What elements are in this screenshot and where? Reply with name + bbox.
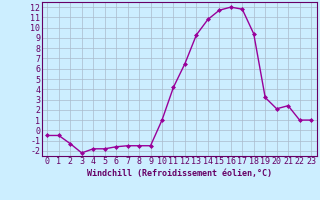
- X-axis label: Windchill (Refroidissement éolien,°C): Windchill (Refroidissement éolien,°C): [87, 169, 272, 178]
